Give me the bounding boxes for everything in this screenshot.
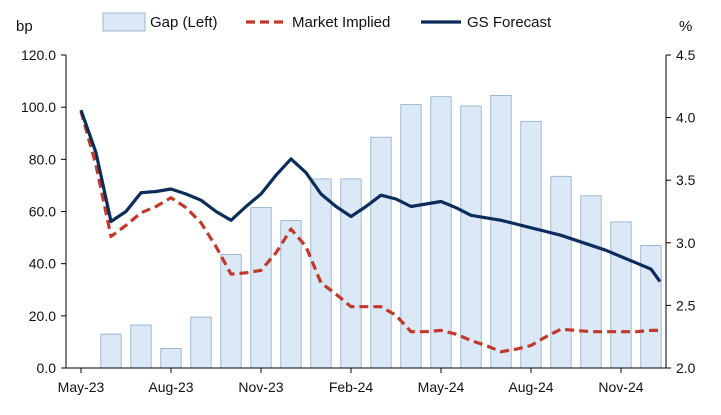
bar-Oct-24 [580, 195, 602, 369]
x-tick-label: Aug-24 [508, 379, 553, 395]
x-tick-label: Aug-23 [148, 379, 193, 395]
bar-Dec-24 [640, 244, 662, 369]
right-tick-label: 4.5 [676, 47, 696, 63]
left-tick-label: 40.0 [29, 256, 56, 272]
bar-Jan-24 [310, 178, 332, 369]
bar-Jul-24 [490, 95, 512, 369]
x-tick-label: Nov-24 [598, 379, 643, 395]
bar-May-24 [430, 96, 452, 369]
x-tick-label: Feb-24 [329, 379, 374, 395]
right-tick-label: 3.0 [676, 235, 696, 251]
market-implied-line [79, 110, 660, 354]
x-tick-label: Nov-23 [238, 379, 283, 395]
left-tick-label: 20.0 [29, 308, 56, 324]
bars-layer [100, 95, 662, 369]
right-axis-unit: % [679, 18, 692, 35]
bar-Sep-24 [550, 175, 572, 369]
lines-layer [79, 109, 662, 354]
bar-Mar-24 [370, 136, 392, 369]
legend-label-gs-forecast: GS Forecast [467, 14, 552, 31]
bar-Jun-24 [460, 105, 482, 369]
legend-label-gap: Gap (Left) [150, 14, 218, 31]
bar-Feb-24 [340, 178, 362, 369]
left-tick-label: 120.0 [21, 47, 56, 63]
legend-label-market-implied: Market Implied [292, 14, 390, 31]
left-tick-label: 100.0 [21, 99, 56, 115]
bar-Jul-23 [130, 324, 152, 369]
right-tick-label: 2.0 [676, 360, 696, 376]
bar-Jun-23 [100, 333, 122, 369]
bar-Aug-24 [520, 121, 542, 369]
bar-Apr-24 [400, 104, 422, 369]
left-axis-unit: bp [16, 18, 33, 35]
gs-forecast-line [79, 109, 662, 283]
left-tick-label: 80.0 [29, 151, 56, 167]
bar-Sep-23 [190, 316, 212, 369]
right-tick-label: 4.0 [676, 110, 696, 126]
bar-Nov-24 [610, 221, 632, 369]
legend-swatch-gap [102, 12, 146, 32]
left-tick-label: 60.0 [29, 204, 56, 220]
legend: Gap (Left) Market Implied GS Forecast [102, 12, 552, 32]
left-tick-label: 0.0 [37, 360, 57, 376]
right-tick-label: 3.5 [676, 172, 696, 188]
x-tick-label: May-24 [418, 379, 465, 395]
right-tick-label: 2.5 [676, 297, 696, 313]
bar-Nov-23 [250, 207, 272, 369]
axes-layer: 0.0 20.0 40.0 60.0 80.0 100.0 120.0 2.0 2.5 3.0 3.… [21, 47, 696, 395]
bar-Aug-23 [160, 347, 182, 369]
x-tick-label: May-23 [58, 379, 105, 395]
